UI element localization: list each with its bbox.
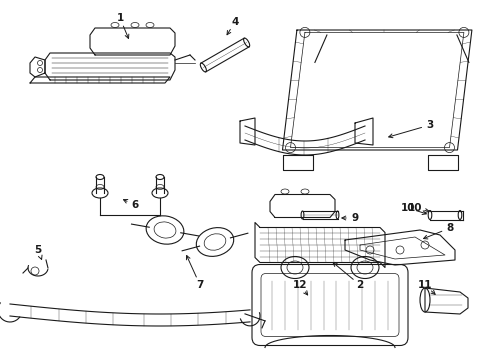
Text: 1: 1 [116,13,123,23]
Text: 5: 5 [34,245,41,255]
Text: 12: 12 [292,280,306,290]
Text: 2: 2 [356,280,363,290]
Text: 4: 4 [231,17,238,27]
Text: 10: 10 [407,203,421,213]
Text: 9: 9 [351,213,358,223]
Text: 7: 7 [196,280,203,290]
Text: 11: 11 [417,280,431,290]
Text: 6: 6 [131,200,138,210]
Text: 3: 3 [426,120,433,130]
Text: 10: 10 [400,203,414,213]
Text: 8: 8 [446,223,453,233]
